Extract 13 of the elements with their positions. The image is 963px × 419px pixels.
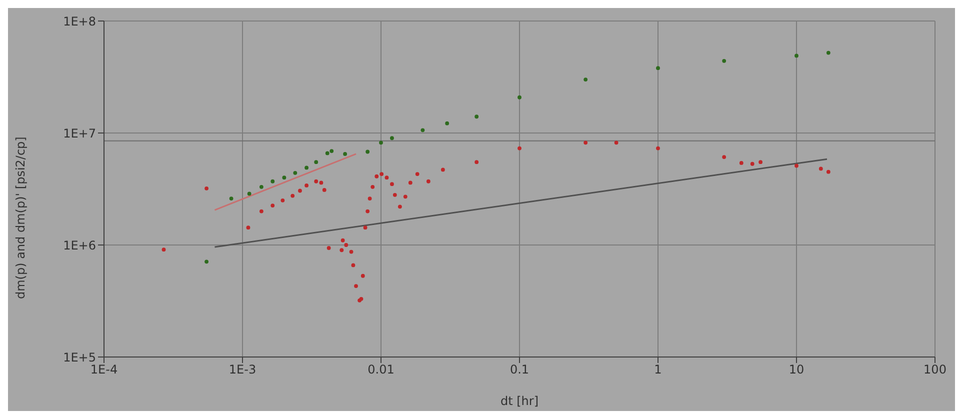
x-tick-label: 1E-4 — [90, 362, 118, 377]
y-tick-label: 1E+6 — [63, 238, 96, 252]
x-tick-label: 0.1 — [510, 362, 530, 377]
y-tick-label: 1E+7 — [63, 126, 96, 140]
x-tick-label: 1E-3 — [228, 362, 256, 377]
x-tick-label: 100 — [924, 362, 946, 377]
x-tick-label: 10 — [788, 362, 804, 377]
y-tick-label: 1E+5 — [63, 350, 96, 364]
y-axis-title: dm(p) and dm(p)' [psi2/cp] — [13, 136, 28, 299]
x-axis-title: dt [hr] — [500, 394, 539, 408]
y-tick-label: 1E+8 — [63, 14, 96, 28]
x-tick-label: 1 — [654, 362, 662, 377]
x-tick-label: 0.01 — [368, 362, 394, 377]
